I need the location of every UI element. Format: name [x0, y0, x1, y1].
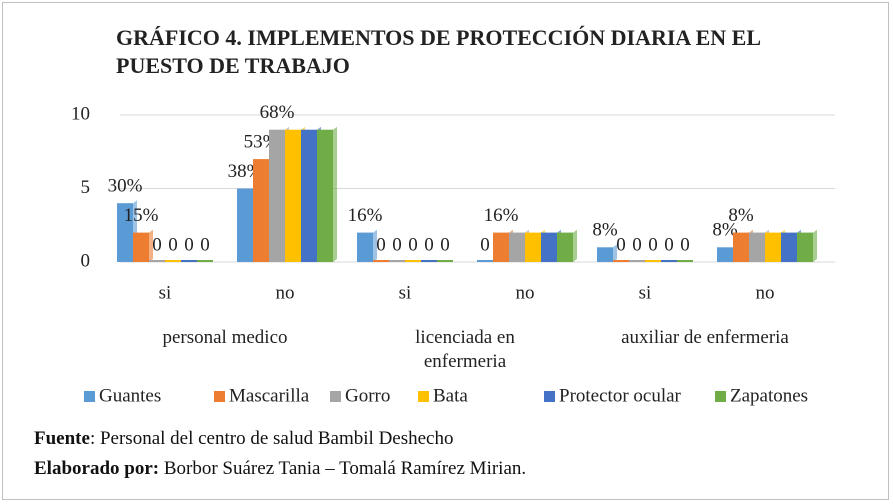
bar	[661, 260, 677, 262]
bar	[733, 232, 749, 262]
data-label: 30%	[108, 176, 143, 197]
bar	[509, 232, 525, 262]
source-line: Fuente: Personal del centro de salud Bam…	[34, 428, 453, 450]
bar	[597, 247, 613, 262]
bar	[477, 260, 493, 262]
bar-side	[813, 229, 817, 262]
data-label: 0	[616, 234, 626, 255]
legend-swatch	[418, 391, 429, 402]
source-label: Fuente	[34, 428, 90, 449]
x-tick-label: si	[639, 282, 652, 303]
legend-label: Mascarilla	[229, 385, 310, 406]
legend-label: Gorro	[345, 385, 390, 406]
data-label: 16%	[484, 205, 519, 226]
bar	[717, 247, 733, 262]
data-label: 0	[632, 234, 642, 255]
y-tick-label: 10	[71, 103, 90, 124]
bar	[269, 129, 285, 262]
credit-label: Elaborado por:	[34, 458, 160, 479]
data-label: 0	[376, 234, 386, 255]
bar	[165, 260, 181, 262]
bar	[357, 232, 373, 262]
legend-label: Bata	[433, 385, 468, 406]
bar	[253, 159, 269, 262]
bar	[749, 232, 765, 262]
legend-swatch	[214, 391, 225, 402]
bar	[317, 129, 333, 262]
x-tick-label: no	[276, 282, 295, 303]
legend-label: Guantes	[99, 385, 161, 406]
legend-swatch	[544, 391, 555, 402]
data-label: 0	[680, 234, 690, 255]
x-tick-label: no	[516, 282, 535, 303]
bar	[301, 129, 317, 262]
data-label: 68%	[260, 102, 295, 123]
bar	[237, 188, 253, 262]
legend-label: Zapatones	[730, 385, 808, 406]
bar	[133, 232, 149, 262]
legend-swatch	[330, 391, 341, 402]
bar-side	[573, 229, 577, 262]
bar	[781, 232, 797, 262]
data-label: 0	[648, 234, 658, 255]
bar-side	[373, 229, 377, 262]
bar-side	[149, 229, 153, 262]
bar	[373, 260, 389, 262]
data-label: 0	[480, 234, 490, 255]
x-tick-label: no	[756, 282, 775, 303]
legend-swatch	[84, 391, 95, 402]
bar	[117, 203, 133, 262]
bar	[197, 260, 213, 262]
data-label: 0	[392, 234, 402, 255]
bar-side	[333, 126, 337, 262]
bar	[421, 260, 437, 262]
bar	[613, 260, 629, 262]
bar	[557, 232, 573, 262]
data-label: 8%	[728, 205, 754, 226]
bar-side	[613, 244, 617, 262]
legend-swatch	[715, 391, 726, 402]
chart-title: GRÁFICO 4. IMPLEMENTOS DE PROTECCIÓN DIA…	[116, 25, 760, 78]
bar	[405, 260, 421, 262]
y-tick-label: 0	[81, 250, 91, 271]
bar	[389, 260, 405, 262]
data-label: 0	[184, 234, 194, 255]
data-label: 8%	[592, 220, 618, 241]
bar	[285, 129, 301, 262]
bar	[525, 232, 541, 262]
data-label: 0	[440, 234, 450, 255]
data-label: 0	[664, 234, 674, 255]
data-label: 0	[408, 234, 418, 255]
bar	[629, 260, 645, 262]
bar	[677, 260, 693, 262]
bar	[181, 260, 197, 262]
x-tick-label: si	[399, 282, 412, 303]
bar	[765, 232, 781, 262]
credit-line: Elaborado por: Borbor Suárez Tania – Tom…	[34, 458, 526, 480]
bar	[493, 232, 509, 262]
group-label: auxiliar de enfermeria	[621, 327, 789, 348]
data-label: 0	[424, 234, 434, 255]
data-label: 0	[152, 234, 162, 255]
bar	[149, 260, 165, 262]
data-label: 0	[168, 234, 178, 255]
data-label: 16%	[348, 205, 383, 226]
y-tick-label: 5	[81, 177, 91, 198]
bar	[437, 260, 453, 262]
credit-text: Borbor Suárez Tania – Tomalá Ramírez Mir…	[159, 458, 527, 479]
x-tick-label: si	[159, 282, 172, 303]
bar	[645, 260, 661, 262]
data-label: 0	[200, 234, 210, 255]
bar	[797, 232, 813, 262]
source-text: : Personal del centro de salud Bambil De…	[89, 428, 454, 449]
data-label: 8%	[712, 220, 738, 241]
data-label: 15%	[124, 205, 159, 226]
legend-label: Protector ocular	[559, 385, 682, 406]
group-label: personal medico	[162, 327, 288, 348]
group-label: licenciada en enfermeria	[415, 327, 515, 372]
bar	[541, 232, 557, 262]
